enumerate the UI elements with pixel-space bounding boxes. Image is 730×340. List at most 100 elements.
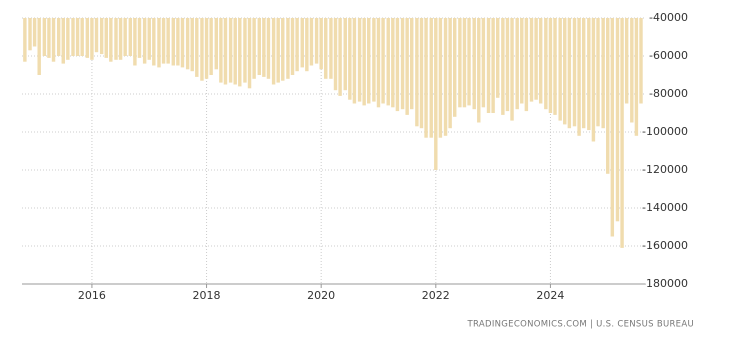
bar <box>94 18 99 53</box>
bar <box>104 18 108 58</box>
bar <box>133 18 137 66</box>
bar <box>452 18 457 117</box>
bar <box>391 18 395 108</box>
bar <box>524 18 529 112</box>
bar <box>596 18 600 127</box>
bar <box>424 18 428 138</box>
bar <box>128 18 133 56</box>
bar <box>90 18 94 60</box>
bar <box>42 18 47 56</box>
bar <box>157 18 161 68</box>
bar <box>333 18 338 91</box>
bar <box>195 18 199 77</box>
bar <box>458 18 462 108</box>
bar <box>372 18 376 102</box>
bar <box>137 18 142 58</box>
bar <box>85 18 90 58</box>
x-tick-label: 2022 <box>422 289 450 302</box>
bar <box>109 18 113 62</box>
bar <box>419 18 424 129</box>
bar <box>624 18 629 104</box>
y-tick-label: -120000 <box>642 163 688 176</box>
bar <box>190 18 194 72</box>
bar <box>620 18 624 248</box>
x-tick-label: 2016 <box>78 289 106 302</box>
bar <box>166 18 170 64</box>
bar <box>200 18 204 81</box>
bar <box>548 18 553 113</box>
bar <box>415 18 419 127</box>
bar <box>362 18 366 106</box>
bar <box>591 18 596 142</box>
bar <box>577 18 581 136</box>
bar <box>367 18 371 104</box>
bar <box>281 18 285 81</box>
bar <box>567 18 572 129</box>
bar <box>395 18 400 112</box>
bar <box>505 18 510 112</box>
bar <box>219 18 223 83</box>
bar <box>276 18 280 83</box>
bar <box>572 18 577 127</box>
y-tick-label: -80000 <box>649 87 688 100</box>
bar <box>209 18 213 75</box>
bar <box>204 18 209 79</box>
bar <box>66 18 70 60</box>
bar <box>314 18 319 64</box>
bar <box>343 18 347 91</box>
bar <box>252 18 256 79</box>
bar <box>610 18 615 237</box>
bar <box>228 18 233 83</box>
bar <box>405 18 409 115</box>
bar <box>410 18 414 110</box>
bar <box>553 18 557 115</box>
bar <box>338 18 342 96</box>
bar <box>28 18 32 51</box>
bar <box>309 18 314 66</box>
bar <box>587 18 591 131</box>
bar <box>247 18 252 89</box>
bar <box>71 18 75 56</box>
y-tick-label: -60000 <box>649 49 688 62</box>
bar <box>606 18 610 174</box>
bar <box>271 18 276 85</box>
y-tick-label: -140000 <box>642 201 688 214</box>
bar <box>214 18 219 70</box>
bar <box>80 18 84 56</box>
y-tick-label: -100000 <box>642 125 688 138</box>
bar <box>243 18 247 83</box>
bar <box>75 18 80 56</box>
bar <box>438 18 443 138</box>
bar <box>443 18 448 136</box>
bar <box>639 18 643 104</box>
bar <box>147 18 151 60</box>
bar <box>472 18 476 110</box>
bar <box>266 18 271 79</box>
bar <box>634 18 639 136</box>
bar <box>329 18 333 79</box>
bar <box>381 18 385 104</box>
bar <box>544 18 548 110</box>
bar <box>520 18 524 104</box>
bar <box>300 18 304 68</box>
bar <box>581 18 586 129</box>
bar <box>491 18 495 113</box>
bar <box>114 18 118 60</box>
bar <box>495 18 500 98</box>
bar <box>510 18 514 121</box>
bar <box>286 18 290 79</box>
bar <box>161 18 166 64</box>
bar <box>61 18 65 64</box>
bar <box>51 18 56 62</box>
bar <box>615 18 620 222</box>
x-tick-label: 2018 <box>193 289 221 302</box>
bar <box>290 18 295 75</box>
bar <box>630 18 634 123</box>
bar <box>352 18 357 104</box>
bar <box>233 18 237 85</box>
bar <box>529 18 534 102</box>
bar <box>400 18 405 110</box>
bar <box>23 18 27 62</box>
source: TRADINGECONOMICS.COM | U.S. CENSUS BUREA… <box>467 320 694 330</box>
bar <box>348 18 352 100</box>
